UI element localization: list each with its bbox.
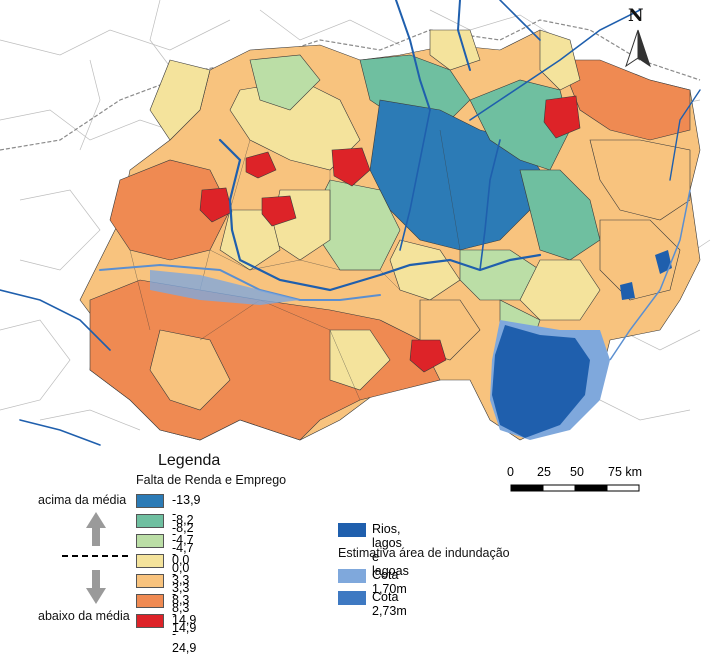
red-municipalities xyxy=(199,95,581,373)
rivers-label: Rios, lagos e lagoas xyxy=(372,522,409,578)
north-arrow-icon xyxy=(625,29,651,68)
legend-swatch xyxy=(136,554,164,568)
legend-swatch xyxy=(136,574,164,588)
scale-tick-0: 0 xyxy=(507,465,514,479)
cota2-swatch xyxy=(338,591,366,605)
legend-class-label: 14,9 - 24,9 xyxy=(172,613,197,655)
cota1-label: Cota 1,70m xyxy=(372,568,407,596)
legend-title: Legenda xyxy=(158,452,221,469)
legend-swatch xyxy=(136,494,164,508)
legend-class-label: -13,9 - -8,2 xyxy=(172,493,201,535)
scale-tick-75: 75 km xyxy=(608,465,643,479)
coastal-lakes xyxy=(620,250,672,300)
scale-tick-50: 50 xyxy=(570,465,584,479)
legend-arrows xyxy=(62,512,130,604)
flood-legend-title: Estimativa área de indundação xyxy=(338,546,510,560)
legend-swatch xyxy=(136,534,164,548)
legend-swatch xyxy=(136,614,164,628)
legend-class-label: -8,2 - -4,7 xyxy=(172,513,194,555)
outside-borders xyxy=(0,0,711,431)
legend-class-label: 8,3 - 14,9 xyxy=(172,593,197,635)
map-canvas xyxy=(0,0,711,604)
cota2-label: Cota 2,73m xyxy=(372,590,407,618)
scale-tick-25: 25 xyxy=(537,465,551,479)
cota1-swatch xyxy=(338,569,366,583)
above-average-label: acima da média xyxy=(38,493,127,507)
legend-swatch xyxy=(136,594,164,608)
legend-class-label: 0,0 - 3,3 xyxy=(172,553,190,595)
scale-bar xyxy=(510,484,640,492)
legend-subtitle: Falta de Renda e Emprego xyxy=(136,473,287,487)
legend-class-label: 3,3 - 8,3 xyxy=(172,573,190,615)
north-label: N xyxy=(628,6,644,26)
region-fill xyxy=(79,29,701,441)
lagoon xyxy=(492,325,590,438)
below-average-label: abaixo da média xyxy=(38,609,130,623)
legend-class-label: -4,7 - 0,0 xyxy=(172,533,194,575)
legend-swatch xyxy=(136,514,164,528)
rivers-swatch xyxy=(338,523,366,537)
